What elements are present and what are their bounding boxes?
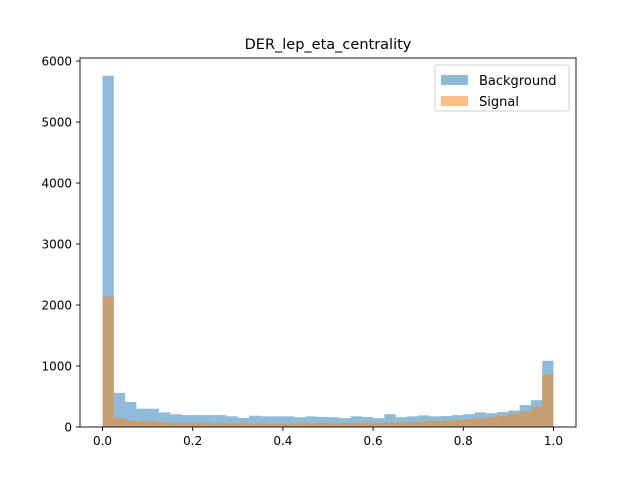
- bar-signal-25: [384, 422, 396, 427]
- bar-signal-33: [474, 418, 486, 427]
- y-tick-label-5: 5000: [41, 116, 72, 130]
- bar-signal-6: [170, 423, 182, 427]
- bar-signal-37: [519, 411, 531, 427]
- y-tick-label-3: 3000: [41, 238, 72, 252]
- bar-signal-5: [158, 422, 171, 427]
- bar-background-7: [181, 415, 193, 427]
- bar-background-26: [395, 417, 407, 427]
- x-axis: 0.0 0.2 0.4 0.6 0.8 1.0: [93, 427, 563, 448]
- bar-signal-4: [147, 421, 159, 427]
- bar-signal-18: [305, 423, 317, 427]
- bar-background-12: [237, 417, 250, 427]
- y-tick-label-6: 6000: [41, 55, 72, 69]
- bar-background-3: [136, 408, 148, 427]
- bar-signal-32: [463, 419, 475, 427]
- bar-signal-9: [204, 423, 216, 427]
- y-tick-label-1: 1000: [41, 360, 72, 374]
- bar-signal-13: [249, 423, 261, 427]
- bar-background-20: [328, 417, 340, 427]
- bar-signal-21: [339, 423, 351, 427]
- bar-background-1: [113, 392, 126, 427]
- bar-signal-1: [113, 417, 126, 427]
- legend-swatch-signal: [441, 96, 468, 106]
- bar-signal-39: [542, 374, 554, 427]
- bar-background-14: [260, 416, 272, 427]
- bar-signal-14: [260, 423, 272, 427]
- bar-signal-11: [226, 423, 238, 427]
- x-tick-label-3: 0.6: [364, 434, 383, 448]
- bar-signal-2: [125, 420, 137, 427]
- bar-background-16: [282, 416, 295, 427]
- bar-signal-10: [215, 423, 227, 427]
- bar-signal-31: [452, 419, 464, 427]
- bar-signal-12: [237, 423, 250, 427]
- y-tick-label-4: 4000: [41, 177, 72, 191]
- bar-signal-0: [102, 296, 114, 427]
- bar-background-28: [418, 415, 430, 427]
- x-tick-label-5: 1.0: [544, 434, 563, 448]
- bar-background-17: [294, 417, 306, 427]
- bar-background-4: [147, 408, 159, 427]
- y-tick-label-2: 2000: [41, 299, 72, 313]
- bar-background-25: [384, 414, 396, 427]
- x-tick-label-1: 0.2: [183, 434, 202, 448]
- bar-signal-24: [373, 423, 385, 427]
- bar-background-6: [170, 414, 182, 427]
- bar-background-24: [373, 418, 385, 427]
- bar-signal-34: [485, 417, 498, 427]
- bar-signal-3: [136, 421, 148, 427]
- legend-box: [434, 64, 570, 112]
- legend-label-signal: Signal: [479, 95, 519, 110]
- x-tick-label-4: 0.8: [454, 434, 473, 448]
- bar-background-2: [125, 401, 137, 427]
- bar-signal-28: [418, 421, 430, 427]
- bar-signal-16: [282, 423, 295, 427]
- bar-signal-7: [181, 423, 193, 427]
- bar-signal-36: [508, 413, 520, 427]
- bar-background-0: [102, 75, 114, 427]
- bar-background-9: [204, 415, 216, 427]
- y-axis: 0 1000 2000 3000 4000 5000 6000: [41, 55, 80, 435]
- bar-signal-22: [350, 423, 362, 427]
- bar-background-5: [158, 412, 171, 427]
- bar-background-22: [350, 416, 362, 427]
- bar-signal-17: [294, 423, 306, 427]
- bar-signal-29: [429, 420, 441, 427]
- legend-swatch-background: [441, 75, 468, 85]
- bar-signal-23: [361, 423, 374, 427]
- bar-signal-20: [328, 423, 340, 427]
- bar-background-8: [192, 415, 204, 427]
- bar-background-11: [226, 416, 238, 427]
- bar-background-18: [305, 416, 317, 427]
- bar-signal-27: [406, 422, 419, 427]
- x-tick-label-0: 0.0: [93, 434, 112, 448]
- bar-signal-19: [316, 423, 328, 427]
- bar-background-10: [215, 415, 227, 427]
- bar-signal-8: [192, 423, 204, 427]
- bar-signal-26: [395, 422, 407, 427]
- bar-signal-38: [530, 406, 543, 427]
- bar-signal-30: [440, 420, 452, 427]
- bars-layer: [102, 75, 554, 427]
- legend-label-background: Background: [479, 74, 557, 89]
- bar-signal-35: [497, 416, 509, 427]
- bar-signal-15: [271, 423, 283, 427]
- bar-background-27: [406, 416, 419, 427]
- x-tick-label-2: 0.4: [273, 434, 292, 448]
- bar-background-23: [361, 416, 374, 427]
- bar-background-21: [339, 418, 351, 427]
- y-tick-label-0: 0: [64, 421, 72, 435]
- bar-background-15: [271, 416, 283, 427]
- bar-background-13: [249, 415, 261, 427]
- chart-title: DER_lep_eta_centrality: [245, 37, 412, 53]
- series-signal: [102, 296, 554, 427]
- bar-background-19: [316, 416, 328, 427]
- plot-frame: [79, 57, 577, 428]
- legend: Background Signal: [434, 64, 570, 112]
